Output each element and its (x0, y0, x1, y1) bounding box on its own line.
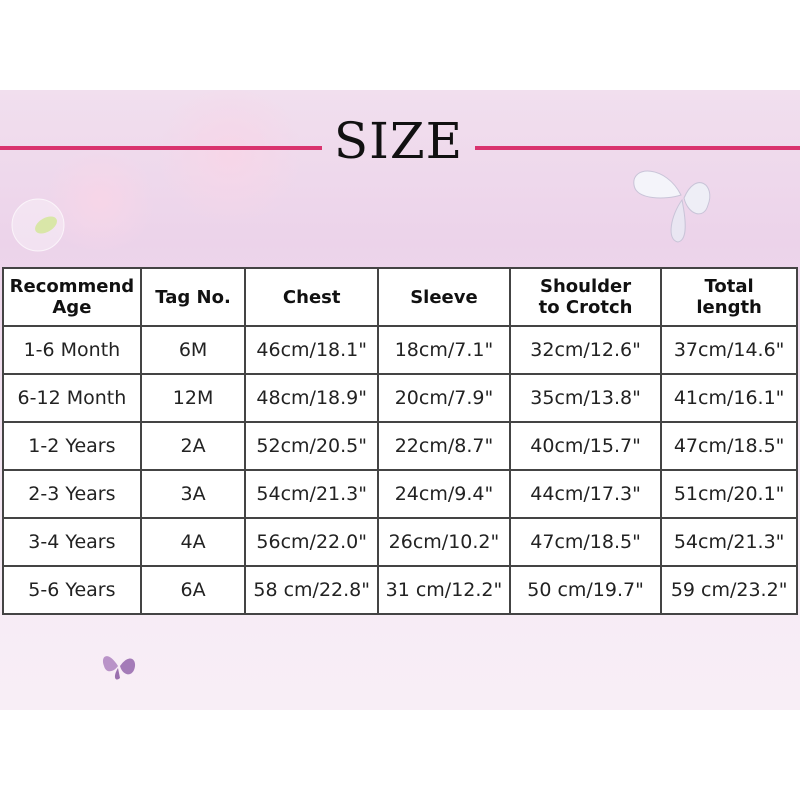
cell-shoulder-to-crotch: 50 cm/19.7" (508, 565, 663, 615)
table-row: 6-12 Month 12M 48cm/18.9" 20cm/7.9" 35cm/13.… (2, 373, 798, 423)
table-header-row: Recommend Age Tag No. Chest Sleeve Should… (2, 267, 798, 327)
cell-sleeve: 26cm/10.2" (377, 517, 511, 567)
cell-shoulder-to-crotch: 32cm/12.6" (508, 325, 663, 375)
cell-total-length: 47cm/18.5" (660, 421, 798, 471)
cell-tag: 6M (139, 325, 247, 375)
cell-chest: 46cm/18.1" (244, 325, 380, 375)
flower-glow (40, 150, 160, 250)
header-recommend-age: Recommend Age (2, 267, 142, 327)
size-table: Recommend Age Tag No. Chest Sleeve Should… (2, 267, 798, 615)
cell-sleeve: 18cm/7.1" (377, 325, 511, 375)
cell-age: 1-6 Month (2, 325, 142, 375)
table-row: 2-3 Years 3A 54cm/21.3" 24cm/9.4" 44cm/17.3"… (2, 469, 798, 519)
cell-total-length: 51cm/20.1" (660, 469, 798, 519)
header-line: Age (52, 297, 92, 318)
header-tag-no: Tag No. (139, 267, 247, 327)
cell-sleeve: 31 cm/12.2" (377, 565, 511, 615)
cell-sleeve: 20cm/7.9" (377, 373, 511, 423)
cell-tag: 3A (139, 469, 247, 519)
header-shoulder-to-crotch: Shoulder to Crotch (508, 267, 663, 327)
table-row: 3-4 Years 4A 56cm/22.0" 26cm/10.2" 47cm/18.5… (2, 517, 798, 567)
header-chest: Chest (244, 267, 380, 327)
cell-tag: 4A (139, 517, 247, 567)
cell-shoulder-to-crotch: 40cm/15.7" (508, 421, 663, 471)
table-row: 5-6 Years 6A 58 cm/22.8" 31 cm/12.2" 50 cm/1… (2, 565, 798, 615)
butterfly-icon (102, 656, 136, 680)
cell-tag: 6A (139, 565, 247, 615)
table-row: 1-6 Month 6M 46cm/18.1" 18cm/7.1" 32cm/12.6"… (2, 325, 798, 375)
header-total-length: Total length (660, 267, 798, 327)
cell-tag: 12M (139, 373, 247, 423)
cell-age: 5-6 Years (2, 565, 142, 615)
flower-glow (150, 90, 310, 220)
cell-chest: 48cm/18.9" (244, 373, 380, 423)
header-line: length (696, 297, 762, 318)
cell-total-length: 54cm/21.3" (660, 517, 798, 567)
header-line: to Crotch (538, 297, 633, 318)
header-sleeve: Sleeve (377, 267, 511, 327)
cell-age: 3-4 Years (2, 517, 142, 567)
header-line: Recommend (9, 276, 135, 297)
cell-age: 6-12 Month (2, 373, 142, 423)
cell-total-length: 37cm/14.6" (660, 325, 798, 375)
title-rule-left (0, 146, 322, 150)
header-line: Shoulder (540, 276, 632, 297)
cell-chest: 54cm/21.3" (244, 469, 380, 519)
header-line: Total (704, 276, 754, 297)
cell-age: 1-2 Years (2, 421, 142, 471)
butterfly-icon (633, 170, 711, 243)
cell-total-length: 59 cm/23.2" (660, 565, 798, 615)
cell-shoulder-to-crotch: 47cm/18.5" (508, 517, 663, 567)
header-line: Tag No. (155, 286, 231, 308)
bubble-leaf-icon (11, 198, 65, 252)
header-line: Chest (282, 286, 341, 308)
cell-chest: 56cm/22.0" (244, 517, 380, 567)
cell-tag: 2A (139, 421, 247, 471)
cell-shoulder-to-crotch: 44cm/17.3" (508, 469, 663, 519)
cell-total-length: 41cm/16.1" (660, 373, 798, 423)
title-rule-right (475, 146, 800, 150)
table-row: 1-2 Years 2A 52cm/20.5" 22cm/8.7" 40cm/15.7"… (2, 421, 798, 471)
cell-shoulder-to-crotch: 35cm/13.8" (508, 373, 663, 423)
header-line: Sleeve (410, 286, 478, 308)
cell-sleeve: 22cm/8.7" (377, 421, 511, 471)
cell-age: 2-3 Years (2, 469, 142, 519)
cell-chest: 52cm/20.5" (244, 421, 380, 471)
page-title: SIZE (333, 112, 464, 170)
cell-chest: 58 cm/22.8" (244, 565, 380, 615)
cell-sleeve: 24cm/9.4" (377, 469, 511, 519)
